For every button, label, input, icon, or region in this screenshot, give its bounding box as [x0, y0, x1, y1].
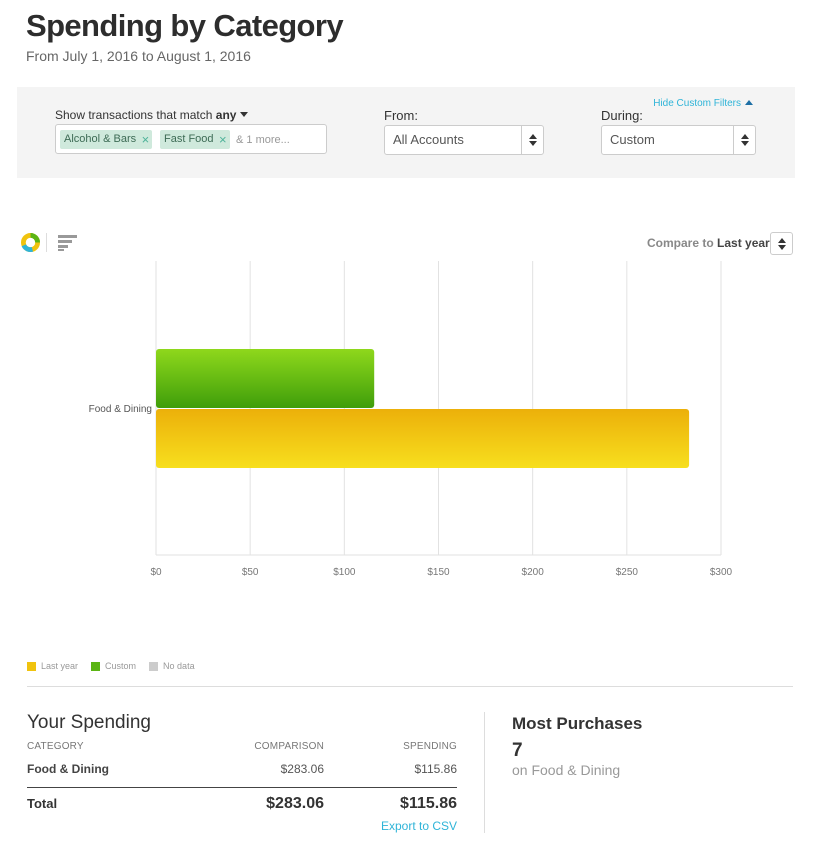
your-spending-title: Your Spending — [27, 712, 151, 733]
legend-swatch — [149, 661, 159, 671]
category-label: Food & Dining — [89, 404, 152, 415]
tag-label: Alcohol & Bars — [64, 133, 137, 145]
compare-stepper[interactable] — [770, 232, 793, 255]
export-csv-link[interactable]: Export to CSV — [380, 819, 457, 833]
spending-row-comparison: $283.06 — [280, 762, 324, 776]
x-tick-label: $150 — [427, 567, 450, 578]
most-purchases-count: 7 — [512, 740, 523, 761]
close-icon[interactable]: × — [141, 132, 150, 147]
x-tick-label: $0 — [150, 567, 162, 578]
during-select[interactable]: Custom — [601, 125, 756, 155]
match-mode-dropdown[interactable]: any — [216, 108, 249, 122]
x-tick-label: $200 — [522, 567, 545, 578]
total-label: Total — [27, 796, 58, 811]
during-label: During: — [601, 108, 643, 123]
filter-panel: Hide Custom Filters Show transactions th… — [17, 87, 795, 178]
tag-fast-food: Fast Food × — [160, 130, 230, 149]
legend-item-custom: Custom — [91, 661, 136, 671]
total-spending: $115.86 — [400, 795, 457, 812]
tag-alcohol-bars: Alcohol & Bars × — [60, 130, 153, 149]
match-mode-value: any — [215, 108, 237, 122]
bar-chart-icon[interactable] — [58, 235, 78, 251]
most-purchases-subtitle: on Food & Dining — [512, 762, 621, 778]
spending-row-spending: $115.86 — [414, 762, 458, 776]
hide-custom-filters-link[interactable]: Hide Custom Filters — [653, 98, 753, 109]
column-header-comparison: Comparison — [254, 741, 324, 752]
spending-row-category[interactable]: Food & Dining — [27, 762, 109, 776]
match-prefix: Show transactions that match — [55, 108, 213, 122]
total-comparison: $283.06 — [266, 795, 324, 812]
legend-item-no-data: No data — [149, 661, 195, 671]
total-divider — [27, 787, 457, 788]
compare-label: Compare to Last year — [647, 236, 770, 250]
page-subtitle: From July 1, 2016 to August 1, 2016 — [26, 48, 251, 64]
column-header-category: Category — [27, 741, 84, 752]
from-select-value: All Accounts — [393, 132, 464, 147]
page-title: Spending by Category — [26, 8, 344, 43]
close-icon[interactable]: × — [218, 132, 227, 147]
caret-up-icon — [745, 100, 753, 105]
x-tick-label: $300 — [710, 567, 733, 578]
legend-swatch — [27, 661, 36, 671]
legend-item-last-year: Last year — [27, 661, 78, 671]
bar-last-year[interactable] — [156, 409, 690, 468]
column-header-spending: Spending — [403, 741, 457, 752]
from-select[interactable]: All Accounts — [384, 125, 544, 155]
select-arrows-icon — [733, 126, 755, 154]
chart-legend: Last year Custom No data — [27, 661, 195, 671]
compare-value: Last year — [717, 236, 770, 250]
x-tick-label: $50 — [242, 567, 259, 578]
hide-custom-filters-label: Hide Custom Filters — [653, 98, 741, 109]
x-tick-label: $100 — [333, 567, 356, 578]
category-tag-input[interactable]: Alcohol & Bars × Fast Food × & 1 more... — [55, 124, 327, 154]
bar-custom[interactable] — [156, 349, 375, 408]
legend-label: No data — [163, 661, 195, 671]
x-tick-label: $250 — [616, 567, 639, 578]
select-arrows-icon — [521, 126, 543, 154]
view-toggle-divider — [46, 233, 47, 252]
section-divider — [27, 686, 793, 687]
spending-bar-chart: $0 $50 $100 $150 $200 $250 $300 Food & Dining — [89, 261, 733, 578]
from-label: From: — [384, 108, 418, 123]
during-select-value: Custom — [610, 132, 655, 147]
legend-label: Custom — [105, 661, 137, 671]
more-tags-link[interactable]: & 1 more... — [236, 134, 290, 146]
pie-chart-icon[interactable] — [21, 233, 40, 252]
summary-divider — [484, 712, 485, 833]
compare-prefix: Compare to — [647, 236, 714, 250]
legend-swatch — [91, 661, 101, 671]
tag-label: Fast Food — [164, 133, 214, 145]
most-purchases-title: Most Purchases — [512, 714, 643, 733]
legend-label: Last year — [41, 661, 79, 671]
caret-down-icon — [240, 112, 249, 117]
match-label: Show transactions that match any — [55, 108, 249, 122]
